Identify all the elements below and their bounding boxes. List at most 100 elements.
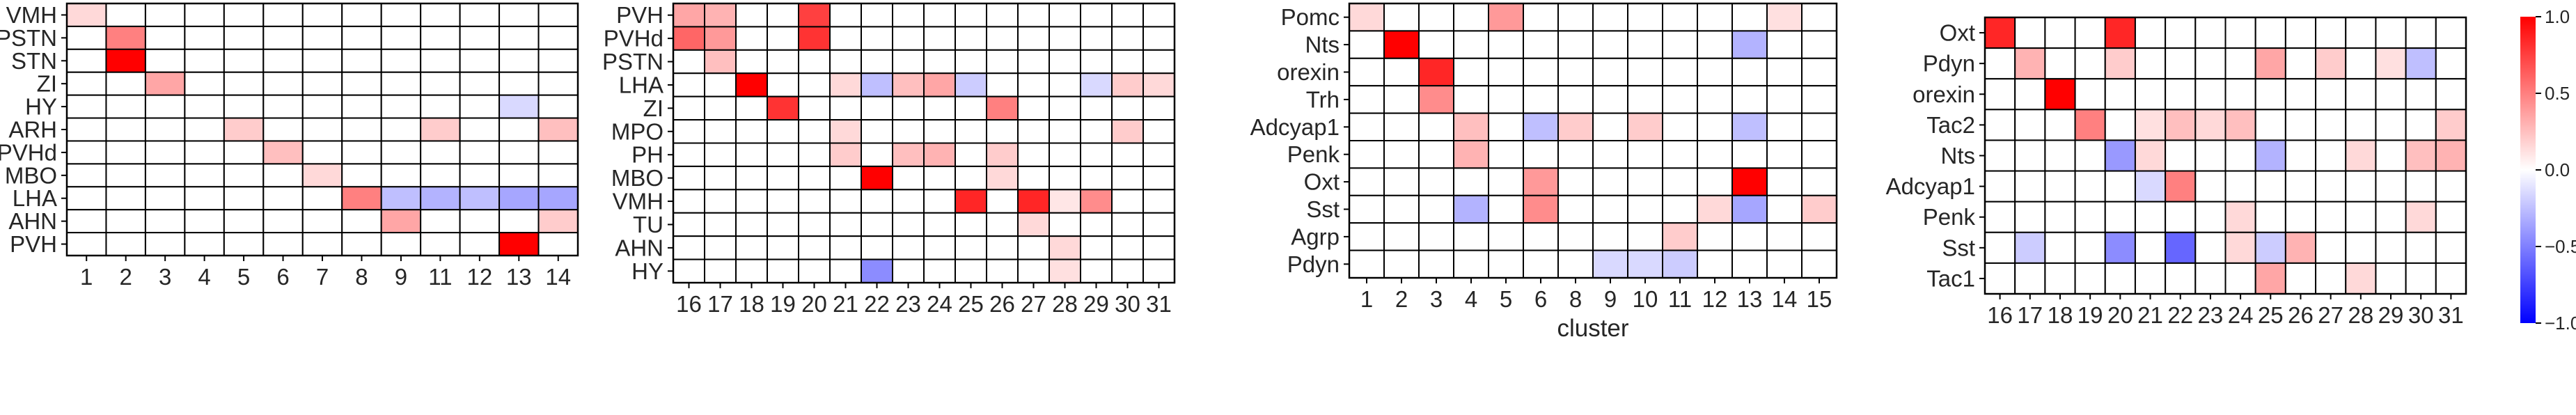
heatmap-cell bbox=[673, 235, 705, 260]
x-tick-label: 20 bbox=[2107, 302, 2133, 328]
heatmap-cell bbox=[1488, 112, 1524, 142]
y-tick-label: Adcyap1 bbox=[1886, 173, 1975, 199]
heatmap-cell bbox=[1418, 3, 1454, 32]
x-tick-label: 26 bbox=[989, 291, 1015, 317]
heatmap-cell bbox=[892, 212, 925, 237]
heatmap-cell bbox=[144, 3, 186, 27]
heatmap-cell bbox=[1080, 119, 1113, 144]
heatmap-cell bbox=[1349, 85, 1385, 114]
heatmap-cell bbox=[2405, 139, 2437, 172]
heatmap-cell bbox=[861, 142, 893, 167]
heatmap-cell bbox=[66, 140, 107, 165]
heatmap-cell bbox=[1080, 142, 1113, 167]
heatmap-cell bbox=[986, 49, 1019, 75]
x-tick-label: 28 bbox=[2348, 302, 2373, 328]
heatmap-cell bbox=[1080, 95, 1113, 121]
heatmap-cell bbox=[1697, 85, 1733, 114]
heatmap-cell bbox=[2435, 139, 2467, 172]
heatmap-cell bbox=[184, 186, 225, 211]
heatmap-cell bbox=[1488, 222, 1524, 251]
heatmap-cell bbox=[1383, 85, 1420, 114]
heatmap-cell bbox=[2315, 17, 2347, 49]
heatmap-cell bbox=[673, 142, 705, 167]
heatmap-cell bbox=[105, 71, 146, 96]
heatmap-cell bbox=[2165, 17, 2197, 49]
heatmap-cell bbox=[735, 3, 768, 28]
heatmap-cell bbox=[1662, 30, 1698, 59]
heatmap-cell bbox=[537, 3, 579, 27]
heatmap-cell bbox=[223, 25, 265, 50]
y-tick-label: MPO bbox=[611, 118, 663, 144]
heatmap-cell bbox=[105, 209, 146, 234]
heatmap-cell bbox=[459, 140, 501, 165]
heatmap-cell bbox=[105, 3, 146, 27]
heatmap-cell bbox=[1049, 49, 1081, 75]
heatmap-cell bbox=[829, 258, 862, 284]
heatmap-cell bbox=[735, 119, 768, 144]
heatmap-cell bbox=[1383, 30, 1420, 59]
heatmap-cell bbox=[2194, 201, 2226, 233]
heatmap-cell bbox=[498, 71, 540, 96]
heatmap-cell bbox=[1523, 140, 1559, 169]
heatmap-cell bbox=[2345, 109, 2377, 141]
heatmap-cell bbox=[262, 209, 304, 234]
heatmap-cell bbox=[223, 140, 265, 165]
heatmap-cell bbox=[2435, 231, 2467, 264]
heatmap-cell bbox=[2165, 231, 2197, 264]
heatmap-cell bbox=[105, 25, 146, 50]
heatmap-cell bbox=[829, 189, 862, 214]
heatmap-cell bbox=[2345, 231, 2377, 264]
heatmap-cell bbox=[1349, 140, 1385, 169]
heatmap-cell bbox=[1111, 26, 1144, 51]
heatmap-cell bbox=[1080, 72, 1113, 97]
heatmap-cell bbox=[1453, 167, 1489, 196]
heatmap-cell bbox=[2224, 170, 2256, 203]
heatmap-cell bbox=[1557, 57, 1594, 87]
heatmap-cell bbox=[1523, 249, 1559, 279]
heatmap-cell bbox=[2375, 109, 2407, 141]
heatmap-cell bbox=[2435, 109, 2467, 141]
heatmap-cell bbox=[829, 26, 862, 51]
x-tick-label: 30 bbox=[1115, 291, 1140, 317]
y-tick-label: Sst bbox=[1306, 196, 1340, 222]
heatmap-cell bbox=[829, 95, 862, 121]
heatmap-cell bbox=[1592, 140, 1628, 169]
heatmap-cell bbox=[1049, 212, 1081, 237]
heatmap-cell bbox=[2315, 170, 2347, 203]
heatmap-cell bbox=[1766, 85, 1803, 114]
heatmap-cell bbox=[1111, 49, 1144, 75]
heatmap-cell bbox=[1453, 57, 1489, 87]
heatmap-cell bbox=[767, 95, 799, 121]
heatmap-cell bbox=[1523, 112, 1559, 142]
heatmap-cell bbox=[735, 49, 768, 75]
heatmap-cell bbox=[2104, 262, 2136, 295]
heatmap-cell bbox=[2165, 47, 2197, 80]
heatmap-cell bbox=[1017, 142, 1050, 167]
heatmap-cell bbox=[1766, 3, 1803, 32]
heatmap-cell bbox=[1697, 194, 1733, 224]
heatmap-cell bbox=[144, 232, 186, 257]
heatmap-cell bbox=[1697, 30, 1733, 59]
heatmap-cell bbox=[2345, 139, 2377, 172]
heatmap-cell bbox=[66, 163, 107, 188]
heatmap-cell bbox=[1627, 112, 1663, 142]
heatmap-cell bbox=[66, 232, 107, 257]
heatmap-cell bbox=[66, 186, 107, 211]
heatmap-cell bbox=[2044, 231, 2076, 264]
heatmap-cell bbox=[955, 212, 987, 237]
x-tick-label: 19 bbox=[770, 291, 796, 317]
heatmap-cell bbox=[1017, 95, 1050, 121]
heatmap-cell bbox=[1592, 249, 1628, 279]
heatmap-cell bbox=[735, 258, 768, 284]
x-tick-label: 2 bbox=[1395, 286, 1408, 312]
heatmap-cell bbox=[1801, 112, 1837, 142]
heatmap-cell bbox=[537, 48, 579, 73]
heatmap-cell bbox=[1049, 95, 1081, 121]
heatmap-cell bbox=[2224, 231, 2256, 264]
heatmap-cell bbox=[1142, 258, 1175, 284]
heatmap-cell bbox=[2284, 109, 2317, 141]
heatmap-cell bbox=[1697, 222, 1733, 251]
heatmap-cell bbox=[1592, 85, 1628, 114]
x-tick-label: 3 bbox=[159, 264, 171, 290]
